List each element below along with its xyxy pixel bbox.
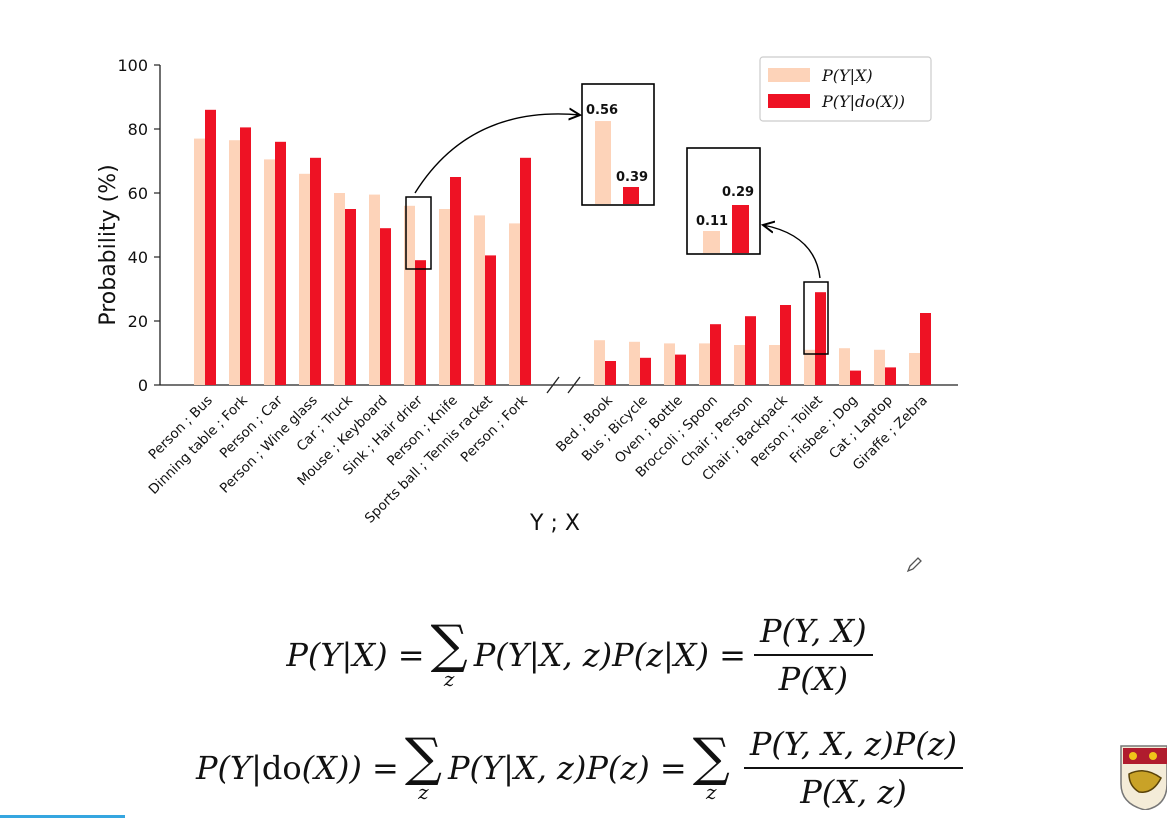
bar-p-y-given-do-x [275,141,286,385]
y-axis-label: Probability (%) [96,164,121,325]
bar-p-y-given-x [264,159,275,385]
y-tick-label: 100 [117,56,148,75]
formula-intervention: P(Y|do(X)) = ∑ z P(Y|X, z)P(z) = ∑ z P(Y, … [0,720,1167,815]
inset-bar-p-y-given-x [703,231,720,253]
bar-p-y-given-x [839,348,850,385]
bar-p-y-given-do-x [710,324,721,385]
bar-p-y-given-x [699,343,710,385]
bar-p-y-given-x [629,341,640,385]
bar-p-y-given-do-x [415,260,426,385]
bar-p-y-given-x [874,349,885,385]
bar-p-y-given-x [229,140,240,385]
bar-p-y-given-x [404,205,415,385]
inset-bar-p-y-given-do-x [623,187,639,204]
x-axis-label: Y ; X [529,511,580,536]
highlight-box [803,281,829,355]
legend: P(Y|X) P(Y|do(X)) [759,56,932,122]
highlight-box [405,196,432,270]
legend-swatch [768,94,810,108]
axis-break-mark [567,376,581,394]
bars [194,109,931,386]
inset-value-label: 0.29 [722,185,754,200]
bar-p-y-given-do-x [240,127,251,386]
bar-p-y-given-do-x [675,354,686,385]
bar-p-y-given-x [194,138,205,385]
zoom-inset-box [686,147,761,255]
bar-p-y-given-do-x [485,255,496,385]
bar-p-y-given-do-x [380,228,391,385]
legend-label: P(Y|X) [821,66,873,85]
bar-p-y-given-do-x [310,157,321,385]
bar-p-y-given-x [734,345,745,385]
bar-p-y-given-x [439,209,450,385]
bar-p-y-given-do-x [885,367,896,385]
bar-p-y-given-x [664,343,675,385]
university-crest-icon [1120,745,1167,810]
legend-swatch [768,68,810,82]
zoom-inset-box [581,83,655,206]
inset-bar-p-y-given-do-x [732,205,749,253]
bar-p-y-given-do-x [520,157,531,385]
y-tick-label: 80 [128,120,148,139]
zoom-arrow [414,114,580,194]
inset-value-label: 0.56 [586,103,618,118]
legend-label: P(Y|do(X)) [821,92,905,111]
pencil-icon [906,557,922,573]
inset-value-label: 0.11 [696,214,728,229]
bar-p-y-given-x [594,340,605,385]
y-tick-label: 20 [128,312,148,331]
inset-value-label: 0.39 [616,170,648,185]
bar-p-y-given-x [299,173,310,385]
formula-conditional: P(Y|X) = ∑ z P(Y|X, z)P(z|X) = P(Y, X) P(X… [0,600,1167,710]
bar-p-y-given-x [369,194,380,385]
bar-p-y-given-x [509,223,520,385]
progress-line [0,815,125,818]
bar-p-y-given-do-x [780,305,791,385]
bar-p-y-given-do-x [920,313,931,385]
bar-p-y-given-do-x [640,357,651,385]
bar-p-y-given-do-x [605,361,616,385]
inset-bar-p-y-given-x [595,121,611,204]
bar-p-y-given-x [334,193,345,385]
y-tick-label: 0 [138,376,148,395]
bar-p-y-given-do-x [450,177,461,385]
y-tick-label: 60 [128,184,148,203]
bar-p-y-given-do-x [205,109,216,386]
bar-p-y-given-x [909,353,920,385]
zoom-insets: 0.56 0.39 0.11 0.29 [405,83,829,355]
bar-p-y-given-do-x [745,316,756,385]
axis-break-mark [546,376,560,394]
bar-p-y-given-x [769,345,780,385]
zoom-arrow [763,225,821,279]
bar-p-y-given-x [804,349,815,385]
bar-p-y-given-do-x [850,370,861,385]
y-tick-label: 40 [128,248,148,267]
bar-p-y-given-x [474,215,485,385]
bar-p-y-given-do-x [815,292,826,385]
bar-p-y-given-do-x [345,209,356,385]
